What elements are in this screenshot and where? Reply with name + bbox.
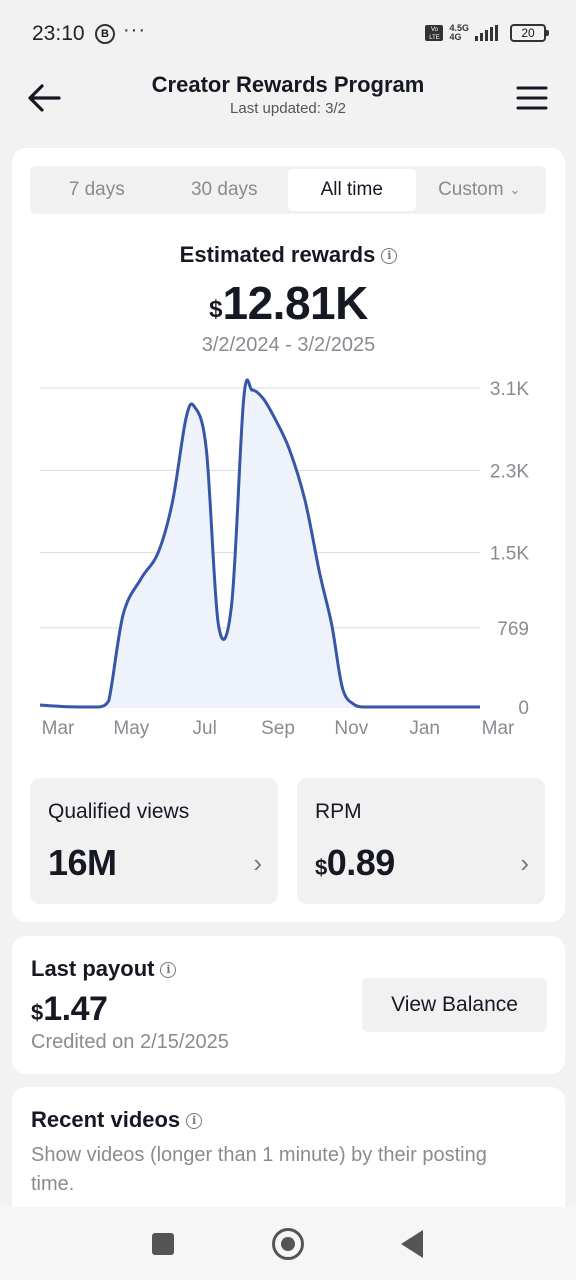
y-tick-label: 2.3K: [490, 461, 529, 482]
y-tick-label: 3.1K: [490, 379, 529, 400]
info-icon[interactable]: i: [381, 248, 398, 265]
rpm-tile[interactable]: RPM $0.89 ›: [297, 778, 545, 904]
system-nav-bar: [0, 1207, 576, 1280]
series-line: [39, 378, 480, 709]
hamburger-menu-icon: [516, 86, 548, 110]
chevron-right-icon: ›: [520, 848, 529, 878]
b-badge-icon: B: [95, 24, 115, 44]
x-tick-label: Nov: [334, 718, 368, 739]
y-tick-label: 0: [518, 698, 529, 719]
x-tick-label: Mar: [482, 718, 515, 739]
rpm-label: RPM: [315, 800, 362, 823]
app-header: Creator Rewards Program Last updated: 3/…: [0, 66, 576, 130]
circle-home-icon[interactable]: [272, 1228, 304, 1260]
last-payout-value: $1.47: [31, 990, 108, 1028]
volte-icon: Vo LTE: [425, 25, 444, 41]
last-payout-card: Last payout i $1.47 Credited on 2/15/2025…: [12, 936, 565, 1074]
battery-icon: 20: [510, 24, 549, 42]
last-updated-text: Last updated: 3/2: [230, 100, 346, 117]
tab-custom[interactable]: Custom ⌄: [438, 179, 521, 200]
qualified-views-tile[interactable]: Qualified views 16M ›: [30, 778, 278, 904]
square-icon[interactable]: [152, 1233, 174, 1255]
triangle-back-icon[interactable]: [401, 1230, 423, 1258]
info-icon[interactable]: i: [160, 962, 177, 979]
estimated-rewards-value: $12.81K: [209, 277, 368, 329]
qualified-views-value: 16M: [48, 842, 117, 883]
recent-videos-description: Show videos (longer than 1 minute) by th…: [31, 1144, 487, 1195]
recent-videos-card: Recent videos i Show videos (longer than …: [12, 1087, 565, 1217]
last-payout-heading: Last payout i: [31, 956, 177, 982]
x-tick-label: Mar: [42, 718, 75, 739]
chevron-down-icon: ⌄: [509, 182, 521, 197]
signal-icon: [475, 25, 498, 41]
x-tick-label: May: [113, 718, 149, 739]
qualified-views-label: Qualified views: [48, 800, 190, 823]
network-type-icon: 4.5G 4G: [449, 23, 469, 42]
info-icon[interactable]: i: [186, 1113, 203, 1130]
y-tick-label: 1.5K: [490, 544, 529, 565]
tab-30-days[interactable]: 30 days: [190, 179, 258, 200]
page-title: Creator Rewards Program: [151, 72, 425, 97]
estimated-rewards-heading: Estimated rewards i: [12, 242, 565, 268]
recent-videos-heading: Recent videos i: [31, 1107, 203, 1133]
area-fill: [40, 379, 480, 707]
x-tick-label: Jul: [193, 718, 217, 739]
rpm-value: $0.89: [315, 842, 395, 883]
tab-all-time[interactable]: All time: [288, 169, 416, 211]
view-balance-button[interactable]: View Balance: [362, 978, 547, 1032]
menu-button[interactable]: [510, 76, 554, 120]
more-notifications-icon: ···: [123, 19, 146, 41]
rewards-card: 7 days 30 days All time Custom ⌄ Estimate…: [12, 148, 565, 922]
y-tick-label: 769: [497, 619, 529, 640]
status-time: 23:10: [32, 22, 85, 45]
arrow-left-icon: [28, 84, 61, 112]
back-button[interactable]: [22, 76, 66, 120]
date-range: 3/2/2024 - 3/2/2025: [201, 334, 376, 356]
status-icons: Vo LTE 4.5G 4G 20: [425, 23, 549, 42]
x-tick-label: Jan: [409, 718, 440, 739]
tab-7-days[interactable]: 7 days: [68, 179, 125, 200]
x-tick-label: Sep: [261, 718, 295, 739]
status-bar: 23:10 B ··· Vo LTE 4.5G 4G 20: [0, 0, 576, 66]
chevron-right-icon: ›: [253, 848, 262, 878]
payout-date: Credited on 2/15/2025: [31, 1031, 229, 1053]
period-tabs: 7 days 30 days All time Custom ⌄: [30, 166, 546, 214]
